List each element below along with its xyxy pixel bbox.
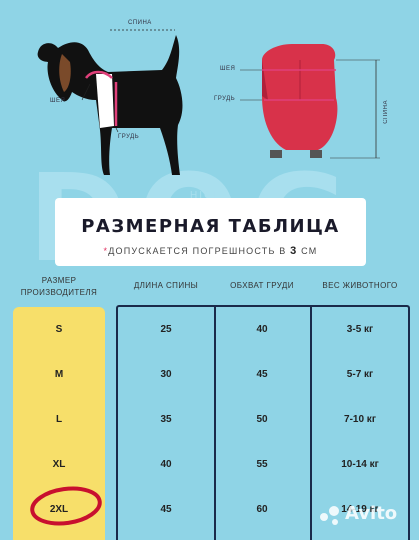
coat-back-label: СПИНА — [383, 100, 389, 124]
dog-neck-band — [85, 70, 113, 79]
weight-cell: 5-7 кг — [346, 369, 374, 380]
note-number: 3 — [290, 245, 298, 257]
back-length-cell: 25 — [160, 324, 172, 335]
header-size-line2: ПРОИЗВОДИТЕЛЯ — [20, 288, 98, 297]
back-length-cell: 30 — [160, 369, 172, 380]
size-label: S — [55, 324, 63, 335]
size-label: L — [55, 414, 63, 425]
note-text: ДОПУСКАЕТСЯ ПОГРЕШНОСТЬ В — [108, 246, 291, 256]
header-back-length: ДЛИНА СПИНЫ — [133, 281, 199, 290]
weight-cell: 10-14 кг — [341, 459, 379, 470]
chest-cell: 40 — [256, 324, 268, 335]
chest-cell: 50 — [256, 414, 268, 425]
table-divider — [214, 307, 216, 540]
coat-neck-label: ШЕЯ — [220, 66, 236, 72]
dog-figure — [37, 35, 183, 175]
size-label: 2XL — [49, 504, 69, 515]
weight-cell: 7-10 кг — [344, 414, 376, 425]
title-card: РАЗМЕРНАЯ ТАБЛИЦА *ДОПУСКАЕТСЯ ПОГРЕШНОС… — [55, 198, 366, 266]
note-star: * — [103, 246, 109, 256]
red-circle-highlight — [30, 486, 102, 526]
tolerance-note: *ДОПУСКАЕТСЯ ПОГРЕШНОСТЬ В 3 СМ — [55, 245, 366, 257]
coat-figure — [262, 44, 338, 158]
size-label: XL — [52, 459, 66, 470]
header-weight: ВЕС ЖИВОТНОГО — [322, 281, 398, 290]
weight-cell: 14-19 кг — [341, 504, 379, 515]
dog-neck-label: ШЕЯ — [50, 98, 66, 104]
size-column-bg — [13, 307, 105, 540]
table-divider — [310, 307, 312, 540]
avito-watermark: Avito — [345, 503, 398, 524]
size-label: M — [54, 369, 64, 380]
dog-chest-label: ГРУДЬ — [118, 134, 140, 140]
coat-chest-label: ГРУДЬ — [214, 96, 236, 102]
chest-cell: 55 — [256, 459, 268, 470]
size-table — [116, 305, 410, 540]
measurement-illustration — [37, 29, 380, 175]
avito-logo-icon — [320, 506, 339, 525]
back-length-cell: 35 — [160, 414, 172, 425]
back-length-cell: 45 — [160, 504, 172, 515]
note-unit: СМ — [297, 246, 318, 256]
chest-cell: 60 — [256, 504, 268, 515]
weight-cell: 3-5 кг — [346, 324, 374, 335]
back-length-cell: 40 — [160, 459, 172, 470]
chest-cell: 45 — [256, 369, 268, 380]
header-chest: ОБХВАТ ГРУДИ — [230, 281, 294, 290]
dog-back-label: СПИНА — [128, 20, 152, 26]
header-size: РАЗМЕР ПРОИЗВОДИТЕЛЯ — [13, 276, 105, 297]
page-title: РАЗМЕРНАЯ ТАБЛИЦА — [81, 216, 340, 237]
header-size-line1: РАЗМЕР — [41, 276, 77, 285]
watermark-high: HIGH — [190, 190, 223, 201]
